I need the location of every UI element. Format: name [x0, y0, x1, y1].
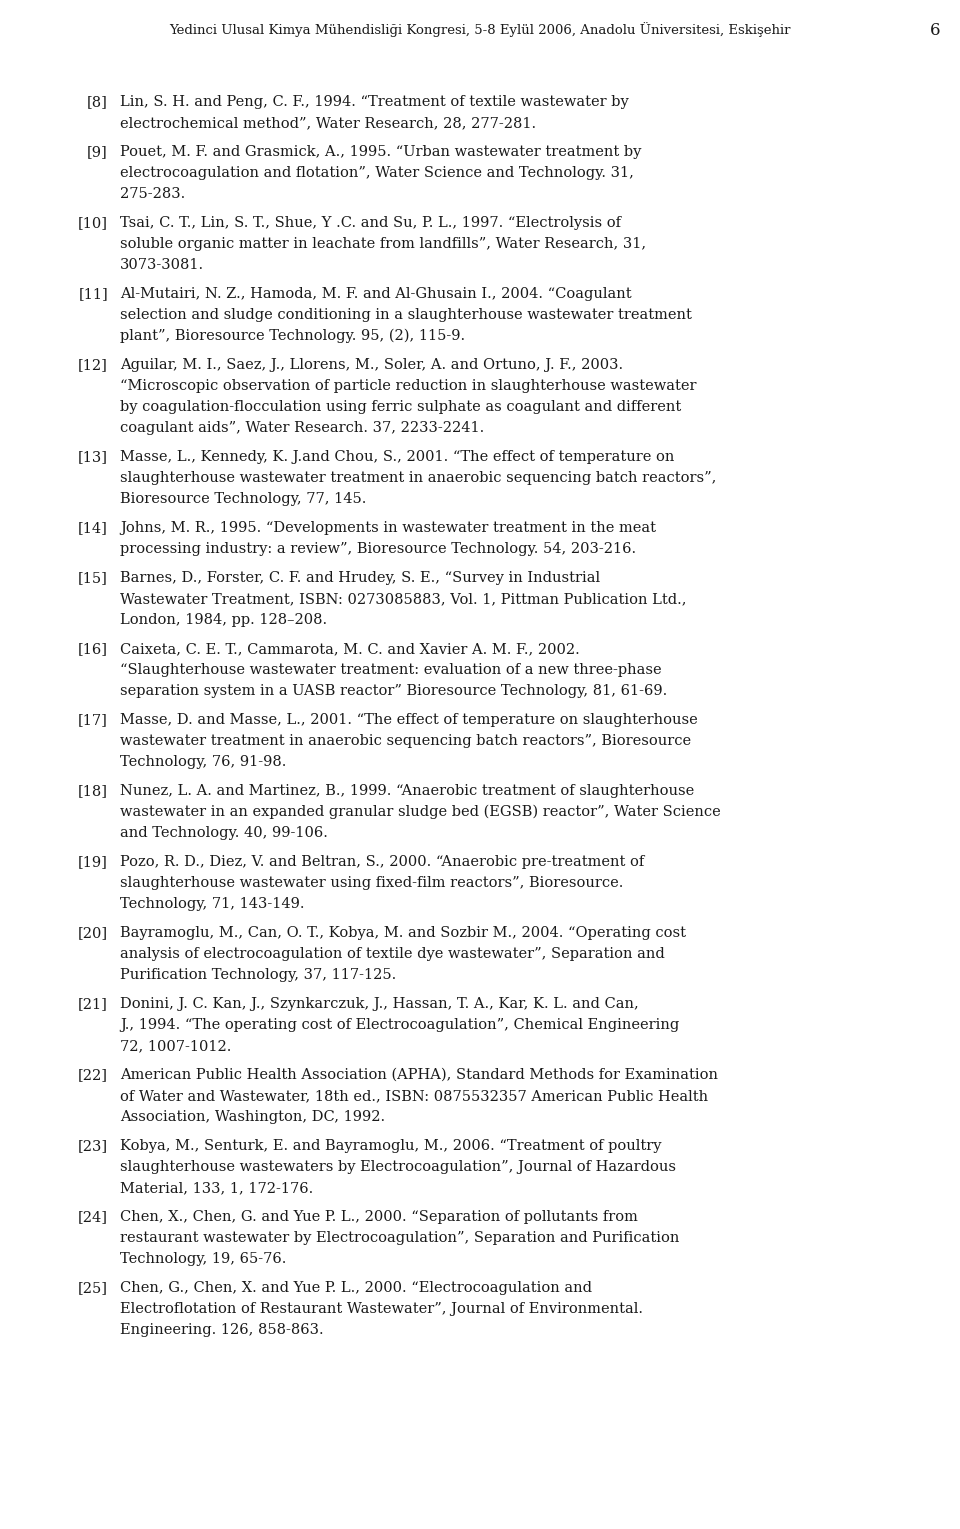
Text: Al-Mutairi, N. Z., Hamoda, M. F. and Al-Ghusain I., 2004. “Coagulant: Al-Mutairi, N. Z., Hamoda, M. F. and Al-…	[120, 287, 632, 301]
Text: Lin, S. H. and Peng, C. F., 1994. “Treatment of textile wastewater by: Lin, S. H. and Peng, C. F., 1994. “Treat…	[120, 95, 629, 109]
Text: Johns, M. R., 1995. “Developments in wastewater treatment in the meat: Johns, M. R., 1995. “Developments in was…	[120, 521, 656, 535]
Text: Donini, J. C. Kan, J., Szynkarczuk, J., Hassan, T. A., Kar, K. L. and Can,: Donini, J. C. Kan, J., Szynkarczuk, J., …	[120, 997, 638, 1011]
Text: by coagulation-flocculation using ferric sulphate as coagulant and different: by coagulation-flocculation using ferric…	[120, 401, 682, 414]
Text: Bayramoglu, M., Can, O. T., Kobya, M. and Sozbir M., 2004. “Operating cost: Bayramoglu, M., Can, O. T., Kobya, M. an…	[120, 927, 686, 940]
Text: slaughterhouse wastewater using fixed-film reactors”, Bioresource.: slaughterhouse wastewater using fixed-fi…	[120, 876, 623, 890]
Text: coagulant aids”, Water Research. 37, 2233-2241.: coagulant aids”, Water Research. 37, 223…	[120, 420, 484, 434]
Text: American Public Health Association (APHA), Standard Methods for Examination: American Public Health Association (APHA…	[120, 1067, 718, 1083]
Text: Nunez, L. A. and Martinez, B., 1999. “Anaerobic treatment of slaughterhouse: Nunez, L. A. and Martinez, B., 1999. “An…	[120, 784, 694, 798]
Text: analysis of electrocoagulation of textile dye wastewater”, Separation and: analysis of electrocoagulation of textil…	[120, 946, 664, 962]
Text: Technology, 71, 143-149.: Technology, 71, 143-149.	[120, 898, 304, 911]
Text: Engineering. 126, 858-863.: Engineering. 126, 858-863.	[120, 1323, 324, 1336]
Text: soluble organic matter in leachate from landfills”, Water Research, 31,: soluble organic matter in leachate from …	[120, 237, 646, 251]
Text: [8]: [8]	[87, 95, 108, 109]
Text: Yedinci Ulusal Kimya Mühendisliği Kongresi, 5-8 Eylül 2006, Anadolu Üniversitesi: Yedinci Ulusal Kimya Mühendisliği Kongre…	[169, 21, 791, 37]
Text: [25]: [25]	[78, 1281, 108, 1295]
Text: London, 1984, pp. 128–208.: London, 1984, pp. 128–208.	[120, 613, 327, 627]
Text: [23]: [23]	[78, 1139, 108, 1153]
Text: Kobya, M., Senturk, E. and Bayramoglu, M., 2006. “Treatment of poultry: Kobya, M., Senturk, E. and Bayramoglu, M…	[120, 1139, 661, 1153]
Text: slaughterhouse wastewater treatment in anaerobic sequencing batch reactors”,: slaughterhouse wastewater treatment in a…	[120, 471, 716, 485]
Text: Technology, 19, 65-76.: Technology, 19, 65-76.	[120, 1252, 286, 1266]
Text: Technology, 76, 91-98.: Technology, 76, 91-98.	[120, 755, 286, 769]
Text: [15]: [15]	[78, 570, 108, 586]
Text: [20]: [20]	[78, 927, 108, 940]
Text: [16]: [16]	[78, 642, 108, 656]
Text: Purification Technology, 37, 117-125.: Purification Technology, 37, 117-125.	[120, 968, 396, 982]
Text: [10]: [10]	[78, 216, 108, 229]
Text: electrochemical method”, Water Research, 28, 277-281.: electrochemical method”, Water Research,…	[120, 116, 536, 130]
Text: [11]: [11]	[79, 287, 108, 301]
Text: 275-283.: 275-283.	[120, 187, 185, 200]
Text: [9]: [9]	[87, 145, 108, 159]
Text: of Water and Wastewater, 18th ed., ISBN: 0875532357 American Public Health: of Water and Wastewater, 18th ed., ISBN:…	[120, 1089, 708, 1102]
Text: [22]: [22]	[78, 1067, 108, 1083]
Text: slaughterhouse wastewaters by Electrocoagulation”, Journal of Hazardous: slaughterhouse wastewaters by Electrocoa…	[120, 1161, 676, 1174]
Text: [12]: [12]	[78, 358, 108, 372]
Text: [17]: [17]	[78, 713, 108, 726]
Text: [21]: [21]	[78, 997, 108, 1011]
Text: Masse, L., Kennedy, K. J.and Chou, S., 2001. “The effect of temperature on: Masse, L., Kennedy, K. J.and Chou, S., 2…	[120, 450, 674, 463]
Text: 72, 1007-1012.: 72, 1007-1012.	[120, 1040, 231, 1053]
Text: 3073-3081.: 3073-3081.	[120, 258, 204, 272]
Text: Association, Washington, DC, 1992.: Association, Washington, DC, 1992.	[120, 1110, 385, 1124]
Text: Pouet, M. F. and Grasmick, A., 1995. “Urban wastewater treatment by: Pouet, M. F. and Grasmick, A., 1995. “Ur…	[120, 145, 641, 159]
Text: Pozo, R. D., Diez, V. and Beltran, S., 2000. “Anaerobic pre-treatment of: Pozo, R. D., Diez, V. and Beltran, S., 2…	[120, 855, 644, 868]
Text: Barnes, D., Forster, C. F. and Hrudey, S. E., “Survey in Industrial: Barnes, D., Forster, C. F. and Hrudey, S…	[120, 570, 600, 586]
Text: restaurant wastewater by Electrocoagulation”, Separation and Purification: restaurant wastewater by Electrocoagulat…	[120, 1231, 680, 1245]
Text: selection and sludge conditioning in a slaughterhouse wastewater treatment: selection and sludge conditioning in a s…	[120, 307, 692, 323]
Text: Bioresource Technology, 77, 145.: Bioresource Technology, 77, 145.	[120, 492, 367, 506]
Text: plant”, Bioresource Technology. 95, (2), 115-9.: plant”, Bioresource Technology. 95, (2),…	[120, 329, 466, 344]
Text: Chen, X., Chen, G. and Yue P. L., 2000. “Separation of pollutants from: Chen, X., Chen, G. and Yue P. L., 2000. …	[120, 1209, 637, 1225]
Text: Wastewater Treatment, ISBN: 0273085883, Vol. 1, Pittman Publication Ltd.,: Wastewater Treatment, ISBN: 0273085883, …	[120, 592, 686, 605]
Text: Masse, D. and Masse, L., 2001. “The effect of temperature on slaughterhouse: Masse, D. and Masse, L., 2001. “The effe…	[120, 713, 698, 726]
Text: and Technology. 40, 99-106.: and Technology. 40, 99-106.	[120, 826, 328, 839]
Text: Chen, G., Chen, X. and Yue P. L., 2000. “Electrocoagulation and: Chen, G., Chen, X. and Yue P. L., 2000. …	[120, 1281, 592, 1295]
Text: J., 1994. “The operating cost of Electrocoagulation”, Chemical Engineering: J., 1994. “The operating cost of Electro…	[120, 1018, 680, 1032]
Text: wastewater in an expanded granular sludge bed (EGSB) reactor”, Water Science: wastewater in an expanded granular sludg…	[120, 804, 721, 820]
Text: electrocoagulation and flotation”, Water Science and Technology. 31,: electrocoagulation and flotation”, Water…	[120, 167, 634, 180]
Text: Caixeta, C. E. T., Cammarota, M. C. and Xavier A. M. F., 2002.: Caixeta, C. E. T., Cammarota, M. C. and …	[120, 642, 580, 656]
Text: 6: 6	[929, 21, 940, 40]
Text: processing industry: a review”, Bioresource Technology. 54, 203-216.: processing industry: a review”, Bioresou…	[120, 541, 636, 557]
Text: “Microscopic observation of particle reduction in slaughterhouse wastewater: “Microscopic observation of particle red…	[120, 379, 697, 393]
Text: Material, 133, 1, 172-176.: Material, 133, 1, 172-176.	[120, 1180, 313, 1196]
Text: Tsai, C. T., Lin, S. T., Shue, Y .C. and Su, P. L., 1997. “Electrolysis of: Tsai, C. T., Lin, S. T., Shue, Y .C. and…	[120, 216, 621, 229]
Text: [24]: [24]	[78, 1209, 108, 1225]
Text: [14]: [14]	[78, 521, 108, 535]
Text: wastewater treatment in anaerobic sequencing batch reactors”, Bioresource: wastewater treatment in anaerobic sequen…	[120, 734, 691, 748]
Text: [18]: [18]	[78, 784, 108, 798]
Text: Electroflotation of Restaurant Wastewater”, Journal of Environmental.: Electroflotation of Restaurant Wastewate…	[120, 1303, 643, 1316]
Text: Aguilar, M. I., Saez, J., Llorens, M., Soler, A. and Ortuno, J. F., 2003.: Aguilar, M. I., Saez, J., Llorens, M., S…	[120, 358, 623, 372]
Text: [13]: [13]	[78, 450, 108, 463]
Text: [19]: [19]	[78, 855, 108, 868]
Text: separation system in a UASB reactor” Bioresource Technology, 81, 61-69.: separation system in a UASB reactor” Bio…	[120, 683, 667, 699]
Text: “Slaughterhouse wastewater treatment: evaluation of a new three-phase: “Slaughterhouse wastewater treatment: ev…	[120, 664, 661, 677]
